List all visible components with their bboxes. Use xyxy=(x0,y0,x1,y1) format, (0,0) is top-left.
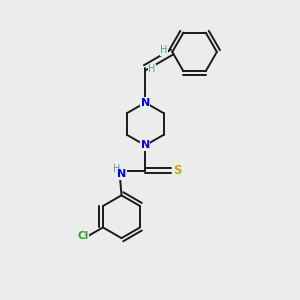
Text: H: H xyxy=(113,164,121,174)
Text: N: N xyxy=(117,169,126,179)
Text: Cl: Cl xyxy=(77,231,89,241)
Text: N: N xyxy=(141,98,150,108)
Text: H: H xyxy=(148,64,155,74)
Text: N: N xyxy=(141,140,150,150)
Text: S: S xyxy=(173,164,181,177)
Text: H: H xyxy=(160,45,168,56)
